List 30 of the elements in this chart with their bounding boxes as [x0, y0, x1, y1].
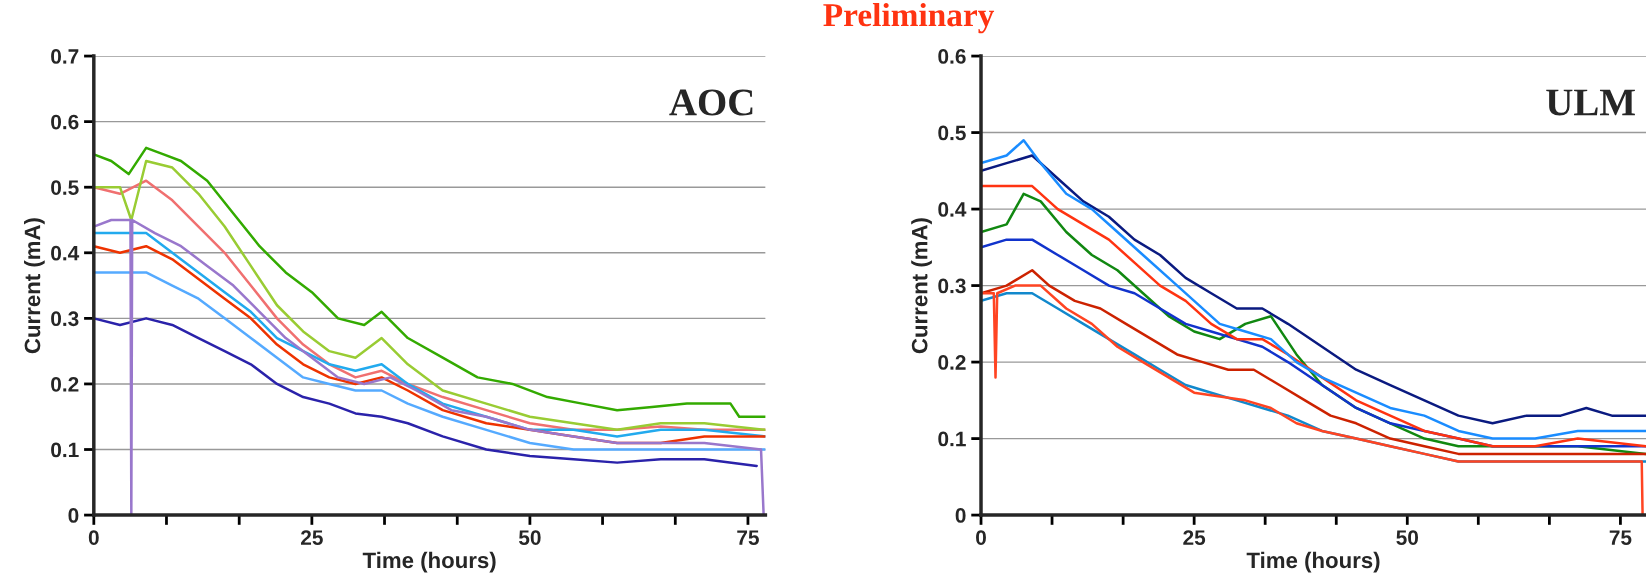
text: ULM: [1546, 89, 1635, 116]
y-tick-label: 0.7: [51, 49, 79, 64]
x-tick-label: 0: [88, 530, 99, 545]
x-tick-label: 75: [1609, 530, 1632, 545]
y-axis-title: Current (mA): [24, 218, 45, 354]
x-tick-label: 75: [737, 530, 759, 545]
y-tick-label: 0.3: [938, 278, 966, 294]
y-tick-label: 0.4: [938, 202, 967, 217]
y-tick-label: 0.1: [51, 442, 79, 458]
text: AOC: [669, 89, 753, 116]
text: Preliminary: [823, 2, 995, 34]
x-tick-label: 25: [1183, 530, 1206, 545]
y-axis-title: Current (mA): [911, 218, 932, 354]
y-tick-label: 0.4: [51, 245, 80, 261]
y-tick-label: 0.1: [938, 431, 966, 447]
x-tick-label: 50: [1396, 530, 1419, 545]
y-tick-label: 0.2: [938, 355, 966, 370]
y-tick-label: 0.3: [51, 311, 79, 327]
x-tick-label: 0: [976, 530, 986, 545]
x-axis-title: Time (hours): [1246, 551, 1380, 573]
y-tick-label: 0.6: [51, 114, 79, 130]
x-tick-label: 50: [518, 530, 541, 545]
y-tick-label: 0.5: [51, 180, 79, 195]
y-tick-label: 0: [955, 508, 966, 523]
y-tick-label: 0.6: [938, 49, 966, 64]
x-axis-title: Time (hours): [362, 551, 496, 573]
x-tick-label: 25: [301, 530, 323, 545]
y-tick-label: 0.5: [938, 125, 966, 141]
y-tick-label: 0: [68, 508, 79, 523]
y-tick-label: 0.2: [51, 376, 79, 392]
